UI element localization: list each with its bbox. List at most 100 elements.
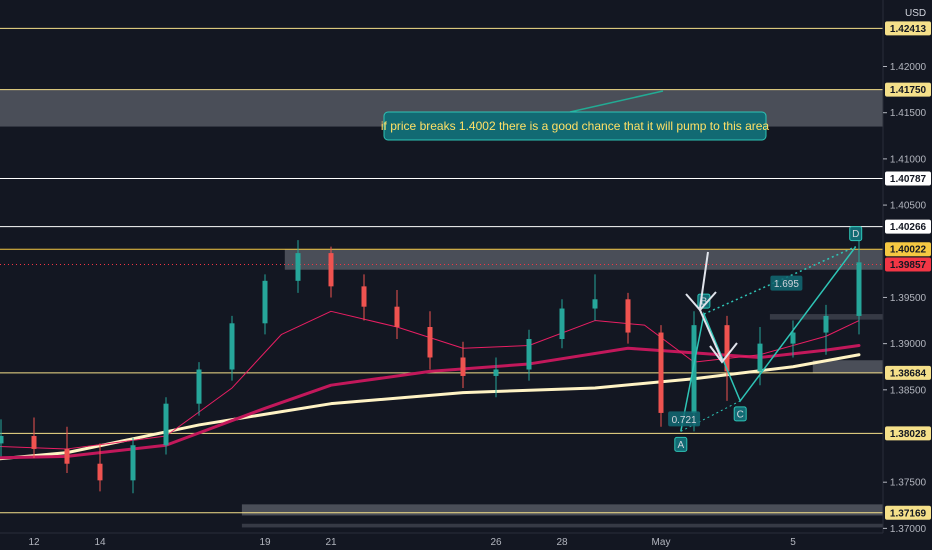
candle-20: [328, 246, 334, 298]
candle-10: [0, 419, 4, 457]
projection-arrow-2: [699, 309, 723, 361]
candle-body-22: [394, 306, 400, 328]
candle-body-32: [724, 325, 730, 372]
candle-28: [592, 274, 598, 321]
candle-body-21: [361, 286, 367, 307]
candle-body-17: [229, 323, 235, 370]
zone-4: [241, 504, 883, 516]
currency-label: USD: [905, 8, 926, 19]
candle-11: [31, 417, 37, 459]
candle-body-26: [526, 339, 532, 370]
candle-27: [559, 299, 565, 349]
pattern-ratio-box-0: [668, 411, 701, 427]
level-label-bg-6: [885, 426, 931, 441]
y-tick-label-4: 1.39500: [890, 293, 927, 304]
level-label-bg-3: [885, 219, 931, 234]
pattern-point-box-2: [733, 406, 747, 422]
candle-25: [493, 357, 499, 398]
candle-36: [856, 240, 862, 335]
pattern-point-label-1: B: [701, 297, 708, 308]
current-price-label: 1.39857: [890, 260, 927, 271]
candle-26: [526, 329, 532, 381]
pattern-ratio-label-1: 1.695: [774, 279, 799, 290]
price-axis-level-labels: 1.42413 1.41750 1.40787 1.40266 1.40022 1.386…: [885, 21, 931, 520]
candle-body-13: [97, 463, 103, 481]
candle-body-24: [460, 357, 466, 376]
zone-3: [812, 360, 883, 374]
level-label-4: 1.40022: [890, 245, 927, 256]
candle-body-31: [691, 325, 697, 413]
x-tick-label-5: 28: [556, 537, 568, 548]
pattern-point-label-2: C: [737, 409, 744, 420]
candle-13: [97, 443, 103, 492]
x-tick-label-0: 12: [28, 537, 40, 548]
pattern-point-box-0: [674, 436, 688, 452]
level-label-5: 1.38684: [890, 368, 927, 379]
price-axis[interactable]: [883, 0, 932, 550]
projection-arrow-1: [699, 251, 709, 309]
x-tick-label-7: 5: [790, 537, 796, 548]
candle-17: [229, 315, 235, 381]
projection-arrows: [685, 251, 738, 364]
candle-19: [295, 240, 301, 293]
level-label-bg-4: [885, 242, 931, 257]
zone-5: [241, 523, 883, 528]
candle-body-11: [31, 436, 37, 449]
annotation-box[interactable]: [383, 111, 767, 141]
y-tick-label-6: 1.38500: [890, 385, 927, 396]
candle-body-28: [592, 299, 598, 309]
candle-body-27: [559, 308, 565, 340]
current-price-label-bg: [885, 257, 931, 272]
harmonic-pattern-layer: A B C D 0.721 1.695: [668, 226, 863, 452]
level-label-bg-5: [885, 365, 931, 380]
ma-medium-line: [0, 343, 861, 460]
y-tick-label-3: 1.40500: [890, 201, 927, 212]
candle-21: [361, 274, 367, 321]
candle-30: [658, 325, 664, 427]
candle-18: [262, 274, 268, 335]
candles-layer: [0, 240, 862, 494]
time-axis[interactable]: [0, 533, 932, 550]
x-tick-label-6: May: [652, 537, 671, 548]
candle-32: [724, 315, 730, 401]
pattern-ratio-label-0: 0.721: [672, 415, 697, 426]
y-tick-label-2: 1.41000: [890, 154, 927, 165]
candle-12: [64, 426, 70, 473]
level-label-0: 1.42413: [890, 24, 927, 35]
candle-body-25: [493, 369, 499, 376]
annotation-layer: if price breaks 1.4002 there is a good c…: [381, 90, 770, 141]
y-tick-label-5: 1.39000: [890, 339, 927, 350]
candle-34: [790, 320, 796, 358]
levels-layer: [0, 27, 883, 514]
candle-22: [394, 290, 400, 340]
pattern-legs: [680, 246, 857, 432]
zone-1: [284, 249, 883, 270]
candle-29: [625, 292, 631, 344]
candle-body-12: [64, 448, 70, 464]
level-label-bg-0: [885, 21, 931, 36]
level-label-3: 1.40266: [890, 222, 927, 233]
level-label-6: 1.38028: [890, 429, 927, 440]
candle-body-23: [427, 327, 433, 358]
candle-body-19: [295, 253, 301, 281]
level-label-7: 1.37169: [890, 508, 927, 519]
y-tick-label-1: 1.41500: [890, 108, 927, 119]
candle-body-30: [658, 332, 664, 413]
candle-body-35: [823, 315, 829, 333]
pattern-point-label-3: D: [852, 229, 859, 240]
level-label-1: 1.41750: [890, 85, 927, 96]
y-tick-label-7: 1.37500: [890, 478, 927, 489]
candle-body-33: [757, 343, 763, 372]
projection-arrow-2-head: [709, 342, 738, 364]
pattern-point-label-0: A: [677, 440, 684, 451]
candle-31: [691, 311, 697, 432]
candle-body-29: [625, 299, 631, 333]
annotation-text: if price breaks 1.4002 there is a good c…: [381, 119, 770, 133]
y-tick-label-0: 1.42000: [890, 62, 927, 73]
candle-body-36: [856, 262, 862, 316]
level-label-bg-1: [885, 82, 931, 97]
x-tick-label-4: 26: [490, 537, 502, 548]
level-label-2: 1.40787: [890, 174, 927, 185]
